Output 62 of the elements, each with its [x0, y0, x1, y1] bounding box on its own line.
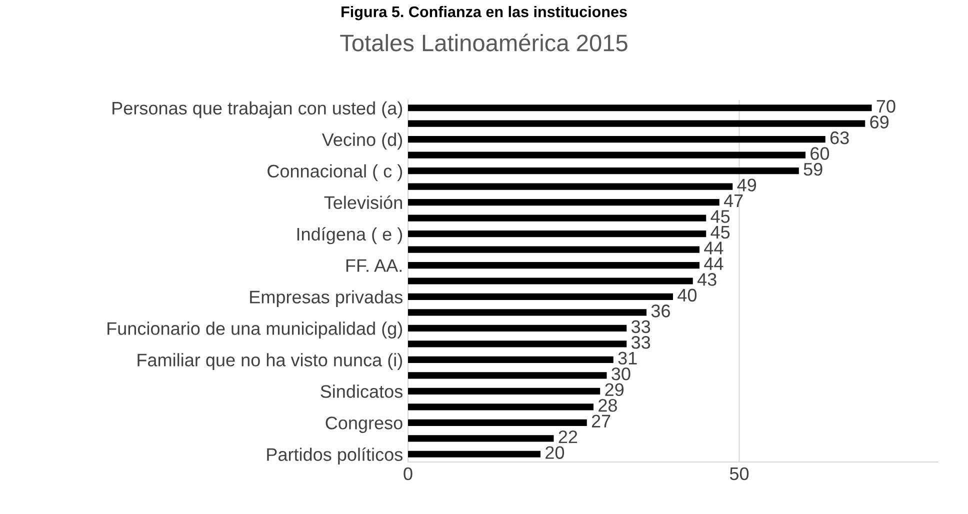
data-label: 29 [605, 383, 624, 396]
data-label: 47 [724, 194, 743, 207]
data-label: 45 [710, 226, 730, 239]
data-label: 30 [612, 367, 630, 380]
data-label: 49 [737, 178, 756, 192]
data-label: 33 [631, 320, 650, 334]
bar [408, 183, 733, 190]
data-label: 59 [804, 162, 822, 176]
data-label: 40 [678, 288, 697, 302]
y-tick-label: FF. AA. [346, 259, 402, 272]
y-tick-label: Personas que trabajan con usted (a) [112, 101, 402, 118]
data-label: 44 [704, 242, 724, 254]
data-label: 69 [870, 116, 889, 128]
y-tick-label: Sindicatos [320, 384, 402, 398]
chart-title: Figura 5. Confianza en las instituciones [342, 6, 627, 20]
bar [408, 404, 594, 410]
y-tick-label: Partidos políticos [267, 447, 402, 465]
bar [408, 230, 706, 238]
bar [408, 214, 706, 222]
y-tick-label: Indígena ( e ) [297, 227, 402, 244]
bar [408, 152, 806, 158]
y-tick-label: Televisión [324, 196, 402, 210]
bar [408, 199, 720, 206]
y-tick-label: Funcionario de una municipalidad (g) [108, 322, 402, 339]
data-label: 22 [558, 430, 578, 444]
y-tick-label: Vecino (d) [322, 132, 402, 150]
bar [408, 450, 540, 458]
bar [408, 136, 826, 143]
bar [408, 168, 799, 174]
data-label: 27 [592, 414, 610, 428]
data-label: 33 [631, 336, 650, 349]
x-tick-label: 50 [730, 467, 749, 480]
data-label: 36 [651, 304, 670, 318]
bar [408, 435, 554, 442]
x-tick-label: 0 [404, 467, 412, 480]
bar [408, 120, 866, 127]
data-label: 44 [704, 258, 724, 270]
bar [408, 309, 646, 316]
chart-subtitle: Totales Latinoamérica 2015 [340, 34, 628, 52]
bar [408, 278, 693, 284]
data-label: 28 [598, 398, 617, 412]
y-tick-label: Familiar que no ha visto nunca (i) [138, 353, 402, 370]
bar [408, 262, 700, 269]
bar [408, 419, 587, 426]
bar [408, 340, 627, 348]
data-label: 60 [810, 147, 830, 160]
bar [408, 356, 614, 363]
bar [408, 246, 700, 253]
y-tick-label: Connacional ( c ) [268, 164, 402, 182]
data-label: 20 [546, 446, 564, 459]
data-label: 45 [710, 210, 730, 223]
data-label: 43 [697, 273, 716, 286]
data-label: 31 [618, 352, 637, 365]
y-tick-label: Empresas privadas [250, 290, 402, 308]
data-label: 63 [830, 131, 849, 144]
bar [408, 324, 627, 332]
bar [408, 388, 600, 394]
bar [408, 372, 607, 379]
y-tick-label: Congreso [326, 416, 402, 433]
data-label: 70 [876, 100, 896, 113]
bar [408, 293, 673, 300]
bar [408, 104, 872, 112]
